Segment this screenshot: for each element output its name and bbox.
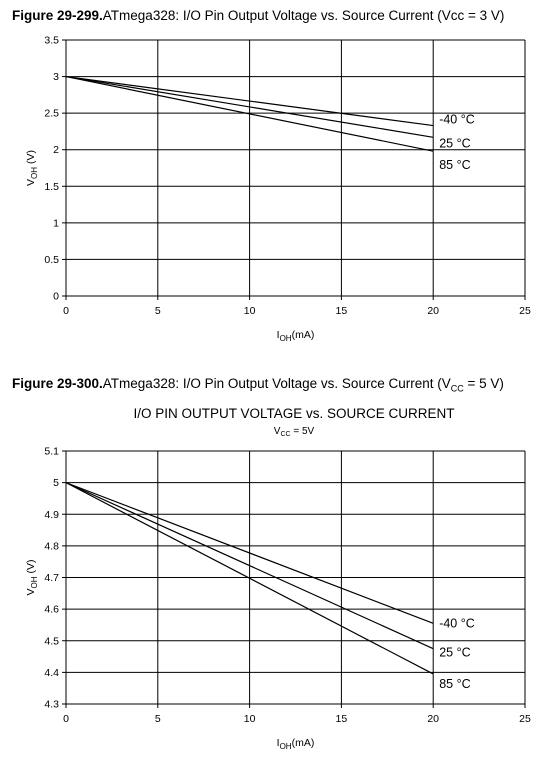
figure-title-2-sub: CC	[450, 383, 464, 394]
chart2-y-tick-label: 4.7	[44, 572, 59, 584]
chart1-x-tick-label: 0	[63, 305, 69, 317]
chart2-chart-title: I/O PIN OUTPUT VOLTAGE vs. SOURCE CURREN…	[133, 406, 454, 421]
chart1-y-tick-label: 2	[53, 144, 59, 156]
figure-title-2-tail: = 5 V)	[463, 376, 504, 391]
chart2-x-tick-label: 10	[244, 713, 256, 725]
chart2-y-tick-label: 4.8	[44, 540, 59, 552]
chart2-series-label-2: 85 °C	[439, 677, 470, 691]
chart2-x-tick-label: 5	[155, 713, 161, 725]
chart1-series-label-2: 85 °C	[439, 158, 470, 172]
chart1-y-tick-label: 1.5	[44, 181, 59, 193]
chart2-y-tick-label: 5	[53, 477, 59, 489]
chart1-y-axis-label: VOH (V)	[25, 150, 39, 186]
chart1-y-tick-label: 3.5	[44, 35, 59, 47]
chart1-x-tick-label: 5	[155, 305, 161, 317]
chart2-series-line-1	[65, 482, 434, 650]
chart1-series-line-1	[65, 75, 434, 138]
chart2-y-tick-label: 4.3	[44, 699, 59, 711]
chart2-series-label-1: 25 °C	[439, 646, 470, 660]
figure-title-2: ATmega328: I/O Pin Output Voltage vs. So…	[102, 376, 451, 391]
chart1-series-line-2	[65, 75, 434, 152]
chart1-y-tick-label: 2.5	[44, 108, 59, 120]
chart2-y-tick-label: 4.5	[44, 635, 59, 647]
chart1-x-tick-label: 10	[244, 305, 256, 317]
chart1-series-line-0	[65, 75, 434, 127]
chart1-x-tick-label: 20	[427, 305, 439, 317]
chart1-y-tick-label: 1	[53, 217, 59, 229]
chart2-y-axis-label: VOH (V)	[25, 560, 39, 596]
figure-caption-1: Figure 29-299.ATmega328: I/O Pin Output …	[12, 8, 504, 23]
chart1-series-label-0: -40 °C	[439, 113, 475, 127]
figure-caption-2: Figure 29-300.ATmega328: I/O Pin Output …	[12, 376, 504, 394]
chart1-x-tick-label: 15	[336, 305, 348, 317]
chart2-series-line-2	[65, 482, 434, 675]
chart2-chart-subtitle: VCC = 5V	[274, 426, 315, 438]
figure-number-2: Figure 29-300.	[12, 376, 103, 391]
chart2-x-tick-label: 25	[519, 713, 531, 725]
chart1-x-tick-label: 25	[519, 305, 531, 317]
chart1-x-axis-label: IOH(mA)	[277, 329, 315, 343]
chart2-y-tick-label: 4.4	[44, 667, 59, 679]
chart2-y-tick-label: 5.1	[44, 446, 59, 458]
chart1-series-label-1: 25 °C	[439, 136, 470, 150]
chart2-series-label-0: -40 °C	[439, 616, 475, 630]
chart1-y-tick-label: 0	[53, 291, 59, 303]
figure-title-1: ATmega328: I/O Pin Output Voltage vs. So…	[102, 8, 505, 23]
chart2-y-tick-label: 4.9	[44, 509, 59, 521]
chart2-series-line-0	[65, 482, 434, 624]
figure-number-1: Figure 29-299.	[12, 8, 103, 23]
chart1-y-tick-label: 3	[53, 71, 59, 83]
chart-1: 0 0.5 1 1.5 2 2.5 3 3.5 0 5 10 15 20 25 -40 °C 25 °C 85 …	[25, 35, 531, 344]
chart2-y-tick-label: 4.6	[44, 604, 59, 616]
chart2-x-tick-label: 15	[336, 713, 348, 725]
chart2-x-tick-label: 20	[427, 713, 439, 725]
chart2-x-tick-label: 0	[63, 713, 69, 725]
chart2-x-axis-label: IOH(mA)	[277, 737, 315, 751]
chart1-y-tick-label: 0.5	[44, 254, 59, 266]
